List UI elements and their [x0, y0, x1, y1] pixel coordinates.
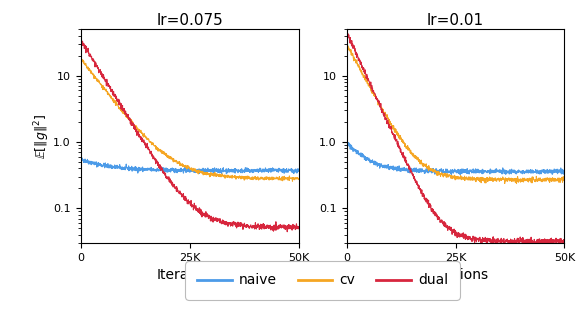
X-axis label: Iterations: Iterations	[157, 268, 223, 282]
X-axis label: Iterations: Iterations	[422, 268, 488, 282]
Y-axis label: $\mathbb{E}[\|g\|^2]$: $\mathbb{E}[\|g\|^2]$	[32, 113, 52, 159]
Title: lr=0.075: lr=0.075	[156, 13, 223, 28]
Title: lr=0.01: lr=0.01	[427, 13, 484, 28]
Legend: naive, cv, dual: naive, cv, dual	[189, 265, 456, 296]
